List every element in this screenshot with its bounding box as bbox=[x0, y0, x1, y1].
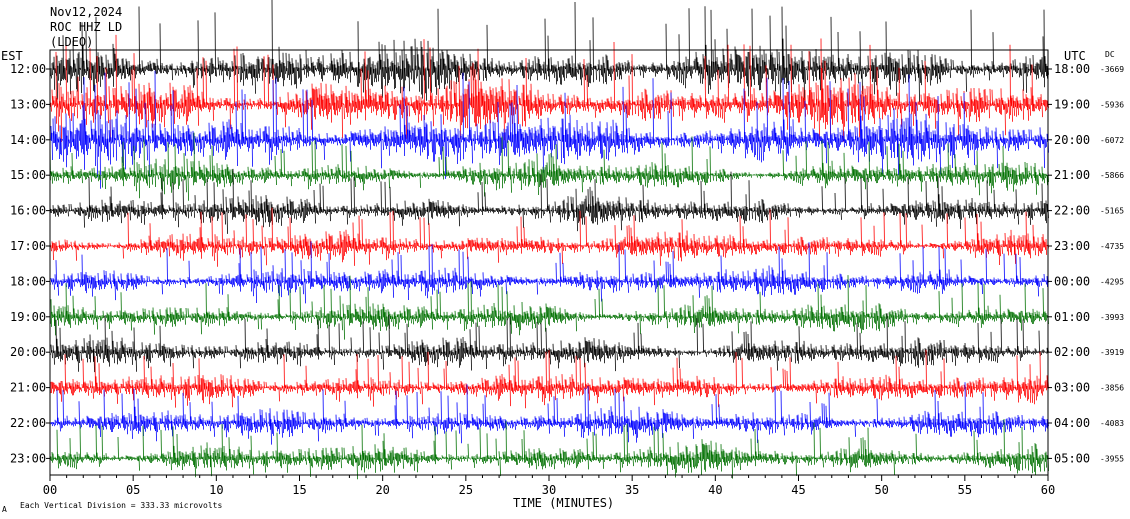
trace-1200 bbox=[49, 0, 1049, 103]
est-label: 13:00 bbox=[10, 97, 46, 111]
est-label: 12:00 bbox=[10, 62, 46, 76]
est-label: 15:00 bbox=[10, 168, 46, 182]
x-tick-label: 05 bbox=[126, 483, 140, 497]
left-axis-title: EST bbox=[1, 49, 23, 63]
dc-value: -3669 bbox=[1100, 65, 1124, 74]
x-tick-label: 60 bbox=[1041, 483, 1055, 497]
est-label: 22:00 bbox=[10, 416, 46, 430]
x-tick-label: 10 bbox=[209, 483, 223, 497]
trace-layer bbox=[49, 0, 1049, 480]
utc-label: 02:00 bbox=[1054, 345, 1090, 359]
footer-mark: A bbox=[2, 505, 7, 514]
x-tick-label: 20 bbox=[375, 483, 389, 497]
trace-1300 bbox=[49, 34, 1049, 143]
x-tick-label: 45 bbox=[791, 483, 805, 497]
utc-label: 19:00 bbox=[1054, 97, 1090, 111]
est-label: 20:00 bbox=[10, 345, 46, 359]
row-labels: 12:00 18:00 -3669 13:00 19:00 -5936 14:00 20:00… bbox=[10, 62, 1124, 465]
utc-label: 05:00 bbox=[1054, 451, 1090, 465]
trace-2100 bbox=[49, 349, 1049, 409]
dc-value: -4735 bbox=[1100, 242, 1124, 251]
est-label: 19:00 bbox=[10, 310, 46, 324]
x-tick-label: 25 bbox=[459, 483, 473, 497]
est-label: 16:00 bbox=[10, 204, 46, 218]
dc-value: -3955 bbox=[1100, 454, 1124, 463]
utc-label: 00:00 bbox=[1054, 274, 1090, 288]
dc-value: -3919 bbox=[1100, 348, 1124, 357]
dc-value: -6072 bbox=[1100, 136, 1124, 145]
utc-label: 03:00 bbox=[1054, 381, 1090, 395]
x-tick-label: 40 bbox=[708, 483, 722, 497]
utc-label: 01:00 bbox=[1054, 310, 1090, 324]
trace-1800 bbox=[49, 241, 1049, 304]
x-axis-label: TIME (MINUTES) bbox=[513, 496, 614, 510]
utc-label: 22:00 bbox=[1054, 204, 1090, 218]
utc-label: 23:00 bbox=[1054, 239, 1090, 253]
x-tick-label: 30 bbox=[542, 483, 556, 497]
header-date: Nov12,2024 bbox=[50, 5, 122, 19]
utc-label: 18:00 bbox=[1054, 62, 1090, 76]
dc-value: -3856 bbox=[1100, 384, 1124, 393]
est-label: 23:00 bbox=[10, 451, 46, 465]
dc-value: -4083 bbox=[1100, 419, 1124, 428]
utc-label: 04:00 bbox=[1054, 416, 1090, 430]
x-tick-label: 35 bbox=[625, 483, 639, 497]
right-axis-title: UTC bbox=[1064, 49, 1086, 63]
dc-column-title: DC bbox=[1105, 50, 1115, 59]
x-tick-label: 15 bbox=[292, 483, 306, 497]
dc-value: -4295 bbox=[1100, 277, 1124, 286]
utc-label: 20:00 bbox=[1054, 133, 1090, 147]
plot-frame bbox=[49, 49, 1049, 476]
dc-value: -5936 bbox=[1100, 100, 1124, 109]
x-tick-label: 00 bbox=[43, 483, 57, 497]
dc-value: -5866 bbox=[1100, 171, 1124, 180]
x-tick-label: 55 bbox=[958, 483, 972, 497]
est-label: 17:00 bbox=[10, 239, 46, 253]
utc-label: 21:00 bbox=[1054, 168, 1090, 182]
est-label: 21:00 bbox=[10, 381, 46, 395]
est-label: 14:00 bbox=[10, 133, 46, 147]
trace-1700 bbox=[49, 207, 1049, 267]
header-network: (LDEO) bbox=[50, 35, 93, 49]
x-tick-label: 50 bbox=[874, 483, 888, 497]
header-station: ROC HHZ LD bbox=[50, 20, 122, 34]
x-axis: 00 05 10 15 20 25 30 35 40 45 50 55 60 bbox=[43, 475, 1055, 497]
dc-value: -3993 bbox=[1100, 313, 1124, 322]
vertical-division-note: Each Vertical Division = 333.33 microvol… bbox=[20, 501, 222, 510]
dc-value: -5165 bbox=[1100, 207, 1124, 216]
est-label: 18:00 bbox=[10, 274, 46, 288]
